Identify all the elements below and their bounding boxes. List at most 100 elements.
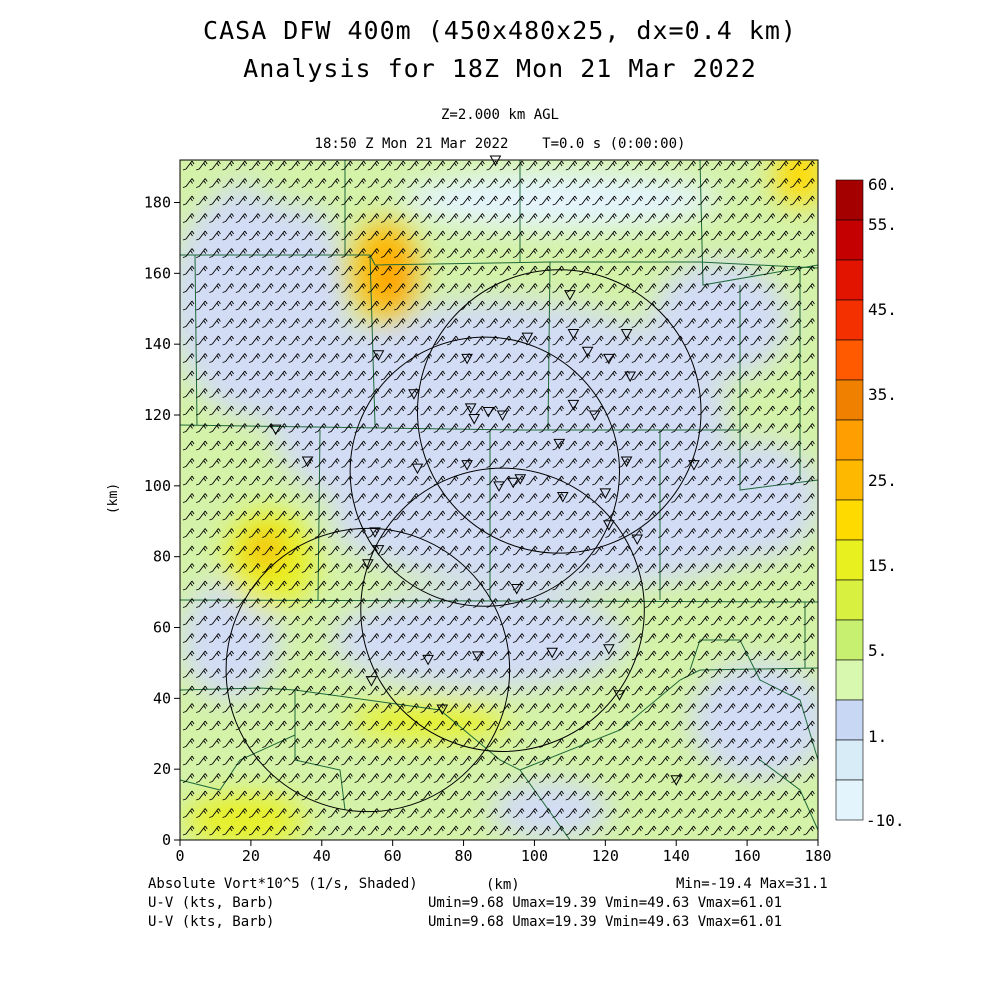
radar-site-marker — [372, 545, 385, 556]
radar-ring — [360, 467, 645, 752]
wind-label-1: U-V (kts, Barb) — [148, 895, 275, 911]
radar-ring — [225, 527, 511, 813]
radar-site-marker — [553, 438, 566, 450]
radar-site-marker — [422, 654, 434, 666]
radar-site-marker — [510, 584, 523, 595]
radar-site-marker — [546, 647, 559, 659]
radar-site-marker — [620, 456, 633, 468]
colorbar-swatch — [835, 459, 864, 501]
radar-site-marker — [688, 460, 700, 471]
colorbar-label: 60. — [868, 175, 897, 194]
radar-site-marker — [613, 690, 626, 701]
y-tick-label: 0 — [162, 831, 171, 849]
radar-site-marker — [599, 488, 612, 499]
radar-site-marker — [670, 775, 683, 786]
colorbar — [835, 179, 864, 821]
y-tick-label: 100 — [144, 477, 171, 495]
plot-frame — [179, 159, 819, 841]
radar-site-marker — [411, 463, 424, 475]
x-tick-label: 120 — [592, 847, 619, 865]
colorbar-swatch — [835, 259, 864, 301]
colorbar-label: 1. — [868, 727, 887, 746]
radar-site-marker — [507, 477, 520, 489]
colorbar-swatch — [835, 739, 864, 781]
colorbar-swatch — [835, 299, 864, 341]
radar-site-markers — [269, 155, 700, 786]
radar-site-marker — [464, 403, 477, 414]
colorbar-swatch — [835, 419, 864, 461]
colorbar-swatch — [835, 179, 864, 221]
model-time: T=0.0 s (0:00:00) — [542, 136, 686, 152]
y-tick-label: 60 — [153, 619, 171, 637]
radar-site-marker — [603, 353, 615, 365]
radar-site-marker — [581, 346, 594, 358]
colorbar-swatch — [835, 579, 864, 621]
radar-site-marker — [301, 456, 314, 468]
colorbar-label: 45. — [868, 300, 897, 319]
wind-label-2: U-V (kts, Barb) — [148, 914, 275, 930]
x-tick-label: 140 — [663, 847, 690, 865]
colorbar-swatch — [835, 379, 864, 421]
x-tick-label: 80 — [455, 847, 473, 865]
chart-title-line2: Analysis for 18Z Mon 21 Mar 2022 — [243, 54, 757, 83]
radar-site-marker — [468, 414, 481, 425]
vorticity-shading — [180, 160, 818, 840]
y-tick-label: 20 — [153, 760, 171, 778]
x-tick-label: 0 — [175, 847, 184, 865]
x-tick-label: 20 — [242, 847, 260, 865]
field-minmax: Min=-19.4 Max=31.1 — [676, 876, 828, 892]
radar-site-marker — [362, 559, 374, 570]
colorbar-label: 25. — [868, 471, 897, 490]
radar-ring — [349, 336, 621, 607]
colorbar-swatch — [835, 499, 864, 541]
radar-site-marker — [567, 329, 580, 340]
wind-stats-2: Umin=9.68 Umax=19.39 Vmin=49.63 Vmax=61.… — [428, 914, 783, 930]
colorbar-swatch — [835, 779, 864, 821]
x-tick-label: 160 — [734, 847, 761, 865]
radar-site-marker — [514, 474, 527, 485]
radar-range-rings — [225, 269, 702, 813]
colorbar-label: 55. — [868, 215, 897, 234]
radar-site-marker — [624, 371, 636, 383]
radar-site-marker — [372, 350, 385, 361]
colorbar-swatch — [835, 539, 864, 581]
y-tick-label: 40 — [153, 689, 171, 707]
radar-site-marker — [603, 644, 615, 655]
colorbar-label: -10. — [866, 811, 905, 830]
radar-site-marker — [269, 424, 282, 436]
x-tick-label: 180 — [804, 847, 831, 865]
radar-site-marker — [493, 481, 505, 492]
radar-ring — [416, 269, 702, 554]
y-tick-label: 180 — [144, 194, 171, 212]
colorbar-swatch — [835, 699, 864, 741]
radar-site-marker — [461, 460, 473, 471]
radar-site-marker — [588, 410, 601, 422]
axis-tick-labels: 0 20 40 60 80 100 120 140 160 180 0 20 40 60 80 100 120 1… — [144, 194, 832, 866]
radar-site-marker — [482, 406, 495, 418]
x-tick-label: 40 — [313, 847, 331, 865]
radar-site-marker — [436, 704, 449, 715]
y-tick-label: 120 — [144, 406, 171, 424]
radar-site-marker — [471, 651, 484, 662]
x-axis-label: (km) — [486, 877, 520, 893]
chart-title-line1: CASA DFW 400m (450x480x25, dx=0.4 km) — [203, 16, 797, 45]
radar-site-marker — [369, 527, 381, 538]
radar-site-marker — [603, 520, 615, 531]
colorbar-label: 15. — [868, 556, 897, 575]
colorbar-swatch — [835, 219, 864, 261]
axis-ticks — [174, 202, 819, 846]
radar-site-marker — [564, 290, 576, 301]
y-axis-label: (km) — [106, 482, 122, 515]
colorbar-label: 5. — [868, 641, 887, 660]
radar-site-marker — [408, 389, 420, 400]
valid-time: 18:50 Z Mon 21 Mar 2022 — [314, 136, 509, 152]
colorbar-swatch — [835, 619, 864, 661]
radar-site-marker — [567, 399, 580, 411]
level-label: Z=2.000 km AGL — [440, 107, 559, 123]
colorbar-label: 35. — [868, 385, 897, 404]
wind-stats-1: Umin=9.68 Umax=19.39 Vmin=49.63 Vmax=61.… — [428, 895, 783, 911]
y-tick-label: 160 — [144, 264, 171, 282]
radar-site-marker — [521, 332, 534, 344]
x-tick-label: 100 — [521, 847, 548, 865]
